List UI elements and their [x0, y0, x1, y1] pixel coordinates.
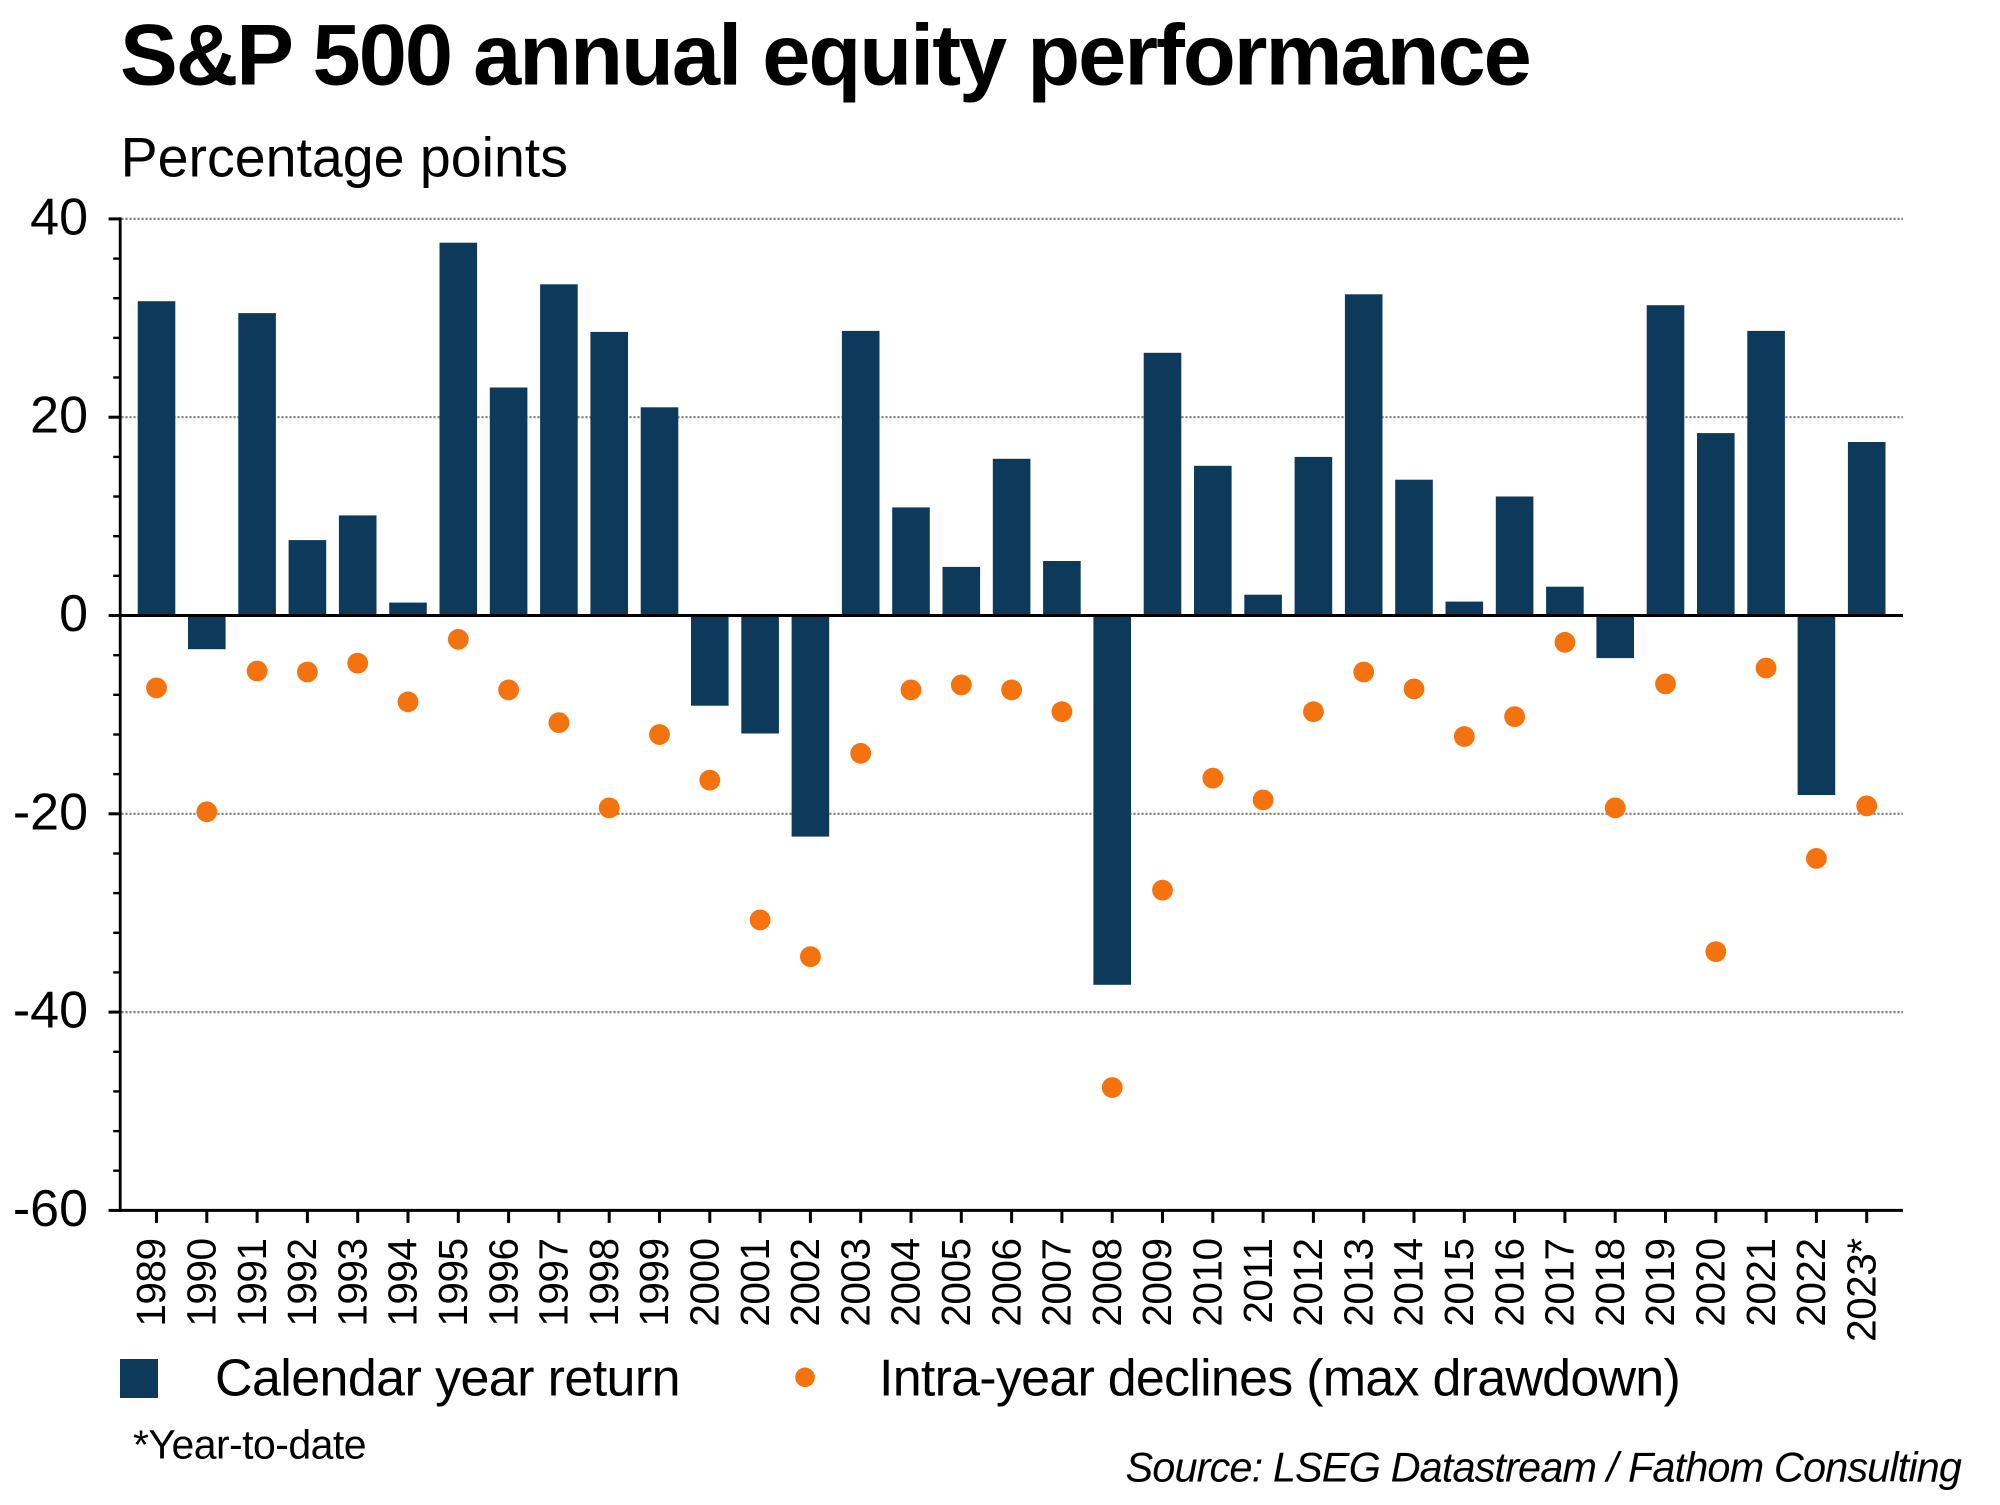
svg-text:2003: 2003 [832, 1239, 878, 1327]
svg-text:1993: 1993 [329, 1239, 375, 1327]
svg-text:1990: 1990 [179, 1239, 225, 1327]
svg-text:2018: 2018 [1587, 1239, 1633, 1327]
svg-text:2021: 2021 [1738, 1239, 1784, 1327]
svg-text:2013: 2013 [1335, 1239, 1381, 1327]
svg-text:2004: 2004 [883, 1239, 929, 1327]
svg-text:2008: 2008 [1084, 1239, 1130, 1327]
svg-text:*Year-to-date: *Year-to-date [133, 1422, 366, 1468]
svg-text:1997: 1997 [531, 1239, 577, 1327]
svg-text:2023*: 2023* [1838, 1238, 1884, 1342]
svg-text:2007: 2007 [1034, 1239, 1080, 1327]
svg-text:40: 40 [30, 188, 88, 246]
svg-text:1998: 1998 [581, 1239, 627, 1327]
svg-text:-40: -40 [13, 982, 88, 1040]
svg-text:2012: 2012 [1285, 1239, 1331, 1327]
svg-text:1999: 1999 [631, 1239, 677, 1327]
svg-text:Source: LSEG Datastream / Fath: Source: LSEG Datastream / Fathom Consult… [1126, 1444, 1962, 1491]
svg-text:2002: 2002 [782, 1239, 828, 1327]
svg-text:Intra-year declines (max drawd: Intra-year declines (max drawdown) [879, 1350, 1680, 1408]
svg-text:1991: 1991 [229, 1239, 275, 1327]
svg-text:2019: 2019 [1637, 1239, 1683, 1327]
svg-text:2014: 2014 [1386, 1239, 1432, 1327]
svg-text:1996: 1996 [480, 1239, 526, 1327]
svg-text:S&P 500 annual equity performa: S&P 500 annual equity performance [120, 7, 1530, 103]
svg-text:2006: 2006 [983, 1239, 1029, 1327]
svg-text:1992: 1992 [279, 1239, 325, 1327]
svg-text:20: 20 [30, 387, 88, 445]
svg-text:1989: 1989 [128, 1239, 174, 1327]
svg-text:1994: 1994 [380, 1239, 426, 1327]
svg-text:2000: 2000 [682, 1239, 728, 1327]
svg-text:0: 0 [59, 585, 88, 643]
svg-text:2011: 2011 [1235, 1239, 1281, 1324]
svg-text:2016: 2016 [1486, 1239, 1532, 1327]
svg-text:Percentage points: Percentage points [121, 127, 568, 189]
svg-text:2005: 2005 [933, 1239, 979, 1327]
svg-text:2017: 2017 [1537, 1239, 1583, 1327]
svg-text:2001: 2001 [732, 1239, 778, 1327]
svg-text:2009: 2009 [1134, 1239, 1180, 1327]
svg-text:2010: 2010 [1185, 1239, 1231, 1327]
svg-text:Calendar year return: Calendar year return [215, 1350, 680, 1408]
svg-text:1995: 1995 [430, 1239, 476, 1327]
svg-text:-60: -60 [13, 1180, 88, 1238]
svg-text:2022: 2022 [1788, 1239, 1834, 1327]
svg-text:-20: -20 [13, 783, 88, 841]
svg-text:2015: 2015 [1436, 1239, 1482, 1327]
svg-text:2020: 2020 [1688, 1239, 1734, 1327]
